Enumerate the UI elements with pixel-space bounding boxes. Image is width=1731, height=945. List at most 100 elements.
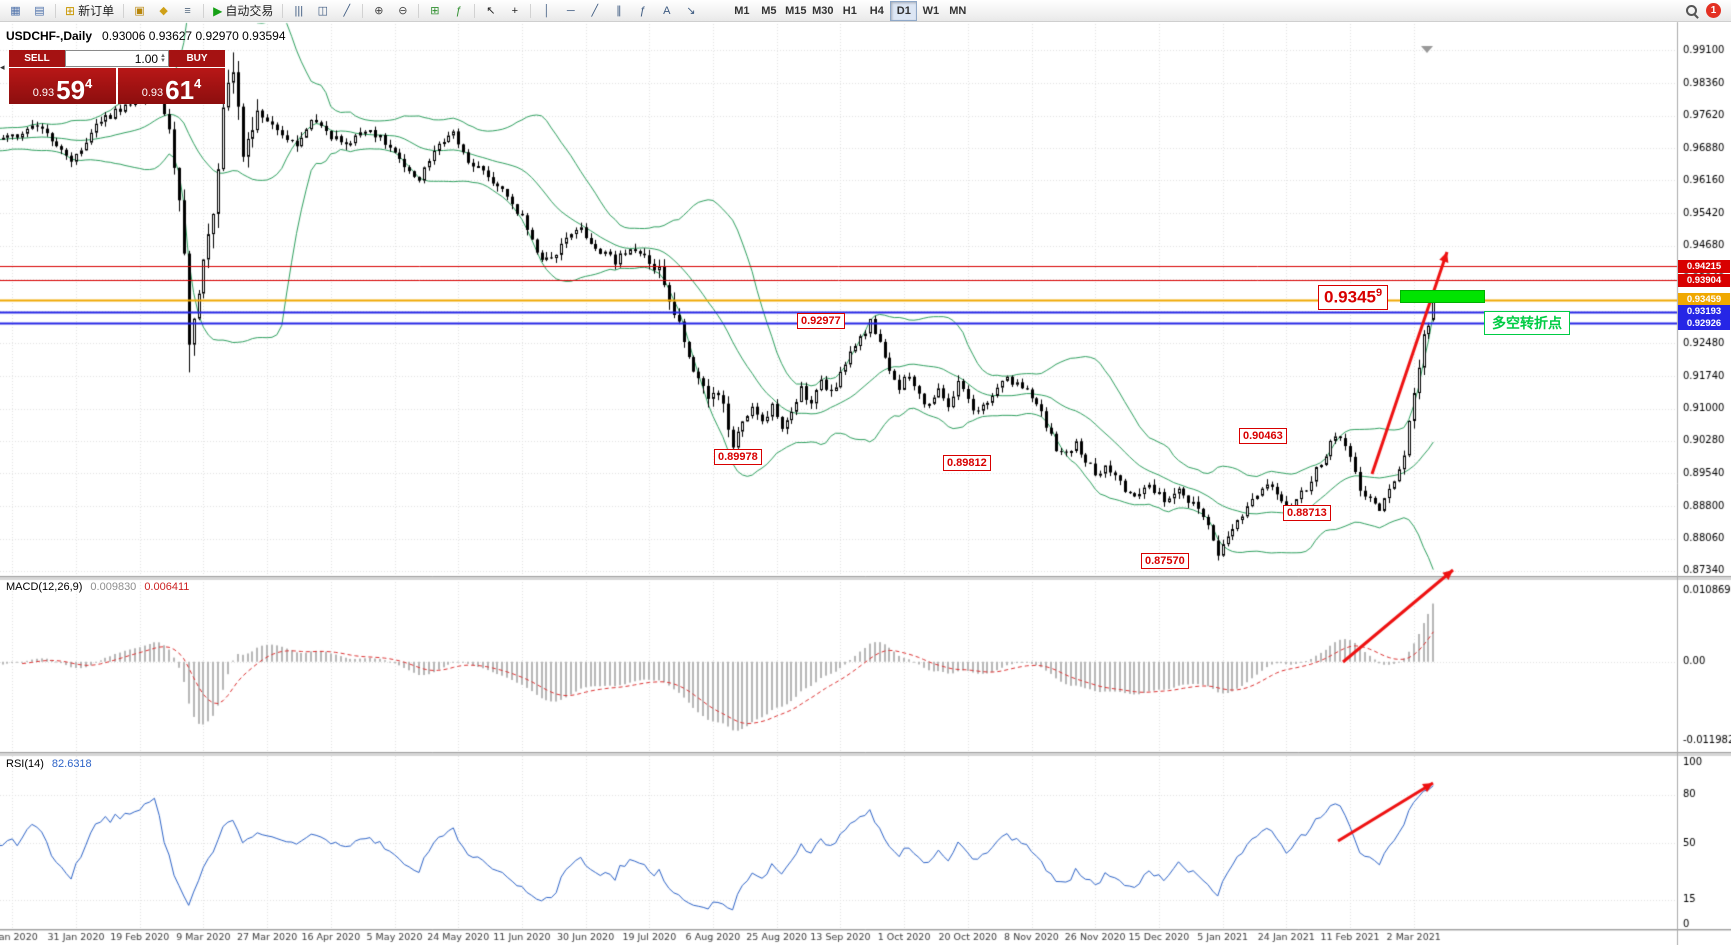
- autotrading-button[interactable]: ▶ 自动交易: [208, 2, 278, 20]
- one-click-collapse-icon[interactable]: ◂: [0, 62, 5, 72]
- sell-price-pips: 59: [56, 75, 86, 105]
- volume-value: 1.00: [134, 51, 159, 66]
- zoom-out-icon-glyph: ⊖: [398, 5, 408, 17]
- zoom-in-icon[interactable]: ⊕: [367, 1, 390, 21]
- toolbar-icons: ▦ ▤ ⊞ 新订单 ▣ ◆ ≡ ▶ 自动交易 ||| ◫ ╱ ⊕ ⊖ ⊞ ƒ ↖ + │ ─ ╱ ∥ ƒ A ↘: [4, 1, 702, 21]
- chart-title: USDCHF-,Daily 0.93006 0.93627 0.92970 0.…: [6, 29, 286, 43]
- arrows-icon[interactable]: ↘: [679, 1, 702, 21]
- price-annotation-label[interactable]: 0.87570: [1141, 553, 1189, 569]
- autotrading-button-label: 自动交易: [225, 4, 274, 18]
- new-chart-icon-glyph: ▦: [10, 5, 21, 17]
- crosshair-icon-glyph: +: [511, 4, 519, 17]
- search-icon[interactable]: [1685, 4, 1699, 19]
- arrows-icon-glyph: ↘: [686, 5, 696, 17]
- channel-icon[interactable]: ∥: [607, 1, 630, 21]
- cursor-icon[interactable]: ↖: [479, 1, 502, 21]
- toolbar-separator: [530, 3, 532, 18]
- key-price-sup: 9: [1376, 287, 1383, 299]
- macd-indicator-label: MACD(12,26,9) 0.009830 0.006411: [6, 581, 189, 593]
- timeframe-button-H1[interactable]: H1: [842, 4, 857, 17]
- candlestick-chart-icon[interactable]: ◫: [311, 1, 334, 21]
- new-order-button[interactable]: ⊞ 新订单: [60, 2, 119, 20]
- timeframe-button-M15[interactable]: M15: [785, 4, 807, 17]
- rsi-name: RSI(14): [6, 758, 44, 770]
- price-annotation-label[interactable]: 0.90463: [1239, 428, 1287, 444]
- toolbar-separator: [282, 3, 284, 18]
- timeframe-button-D1[interactable]: D1: [890, 0, 918, 21]
- price-axis-tag: 0.93459: [1678, 293, 1730, 307]
- timeframe-button-M30[interactable]: M30: [812, 4, 834, 17]
- volume-input[interactable]: 1.00 ▲ ▼: [65, 50, 169, 67]
- line-chart-icon[interactable]: ╱: [335, 1, 358, 21]
- timeframe-button-H4[interactable]: H4: [869, 4, 884, 17]
- toolbar-separator: [362, 3, 364, 18]
- profiles-icon[interactable]: ▤: [28, 1, 51, 21]
- highlight-rectangle[interactable]: [1400, 290, 1485, 303]
- market-icon[interactable]: ◆: [152, 1, 175, 21]
- profiles-icon-glyph: ▤: [34, 5, 45, 17]
- crosshair-icon[interactable]: +: [503, 1, 526, 21]
- cursor-icon-glyph: ↖: [486, 5, 496, 17]
- key-price-label[interactable]: 0.93459: [1318, 285, 1389, 310]
- notification-badge[interactable]: 1: [1706, 3, 1721, 18]
- trendline-icon[interactable]: ╱: [583, 1, 606, 21]
- buy-price-point: 4: [194, 76, 202, 91]
- new-chart-icon[interactable]: ▦: [4, 1, 27, 21]
- price-axis-tag: 0.93904: [1678, 273, 1730, 287]
- rsi-value: 82.6318: [51, 758, 92, 770]
- search-lens: [1686, 4, 1697, 16]
- toolbar-separator: [55, 3, 56, 18]
- sell-header[interactable]: SELL: [9, 50, 65, 67]
- channel-icon-glyph: ∥: [616, 5, 622, 17]
- market-icon-glyph: ◆: [159, 5, 168, 17]
- line-chart-icon-glyph: ╱: [343, 5, 351, 17]
- indicators-icon[interactable]: ƒ: [447, 1, 470, 21]
- tile-windows-icon[interactable]: ⊞: [423, 1, 446, 21]
- price-axis-tag: 0.93193: [1678, 305, 1730, 319]
- macd-name: MACD(12,26,9): [6, 581, 83, 593]
- price-annotation-label[interactable]: 0.92977: [797, 313, 845, 329]
- price-annotation-label[interactable]: 0.89978: [714, 449, 762, 465]
- toolbar-right: 1: [1685, 3, 1727, 19]
- toolbar-separator: [123, 3, 125, 18]
- stepper-up-icon[interactable]: ▲: [160, 52, 166, 59]
- ohlc-values: 0.93006 0.93627 0.92970 0.93594: [102, 29, 286, 43]
- timeframe-button-MN[interactable]: MN: [949, 4, 967, 17]
- volume-stepper[interactable]: ▲ ▼: [160, 52, 166, 64]
- timeframe-group: M1 M5 M15 M30 H1 H4 D1 W1 MN: [728, 0, 971, 21]
- options-icon-glyph: ≡: [184, 4, 191, 17]
- bar-chart-icon-glyph: |||: [294, 4, 304, 17]
- bar-chart-icon[interactable]: |||: [287, 1, 310, 21]
- buy-button[interactable]: 0.93 61 4: [118, 68, 225, 104]
- metaeditor-icon[interactable]: ▣: [128, 1, 151, 21]
- timeframe-button-W1[interactable]: W1: [922, 4, 940, 17]
- zoom-in-icon-glyph: ⊕: [374, 5, 384, 17]
- price-annotation-label[interactable]: 0.89812: [943, 455, 991, 471]
- macd-signal-value: 0.006411: [144, 581, 190, 593]
- vertical-line-icon-glyph: │: [543, 4, 551, 17]
- sell-price-point: 4: [85, 76, 93, 91]
- trade-widget-header-row: SELL 1.00 ▲ ▼ BUY: [9, 50, 225, 67]
- sell-price-prefix: 0.93: [32, 87, 55, 99]
- macd-main-value: 0.009830: [90, 581, 137, 593]
- rsi-indicator-label: RSI(14) 82.6318: [6, 758, 92, 770]
- price-annotation-label[interactable]: 0.88713: [1283, 505, 1331, 521]
- turning-point-label[interactable]: 多空转折点: [1484, 311, 1570, 335]
- fibonacci-icon[interactable]: ƒ: [631, 1, 654, 21]
- timeframe-button-M5[interactable]: M5: [761, 4, 777, 17]
- sell-button[interactable]: 0.93 59 4: [9, 68, 116, 104]
- price-axis-tag: 0.92926: [1678, 316, 1730, 330]
- stepper-down-icon[interactable]: ▼: [160, 57, 166, 64]
- vertical-line-icon[interactable]: │: [535, 1, 558, 21]
- horizontal-line-icon[interactable]: ─: [559, 1, 582, 21]
- options-icon[interactable]: ≡: [176, 1, 199, 21]
- metaeditor-icon-glyph: ▣: [134, 5, 145, 17]
- horizontal-line-icon-glyph: ─: [566, 4, 575, 17]
- buy-price-prefix: 0.93: [141, 87, 164, 99]
- zoom-out-icon[interactable]: ⊖: [391, 1, 414, 21]
- buy-header[interactable]: BUY: [169, 50, 225, 67]
- timeframe-button-M1[interactable]: M1: [734, 4, 750, 17]
- text-icon[interactable]: A: [655, 1, 678, 21]
